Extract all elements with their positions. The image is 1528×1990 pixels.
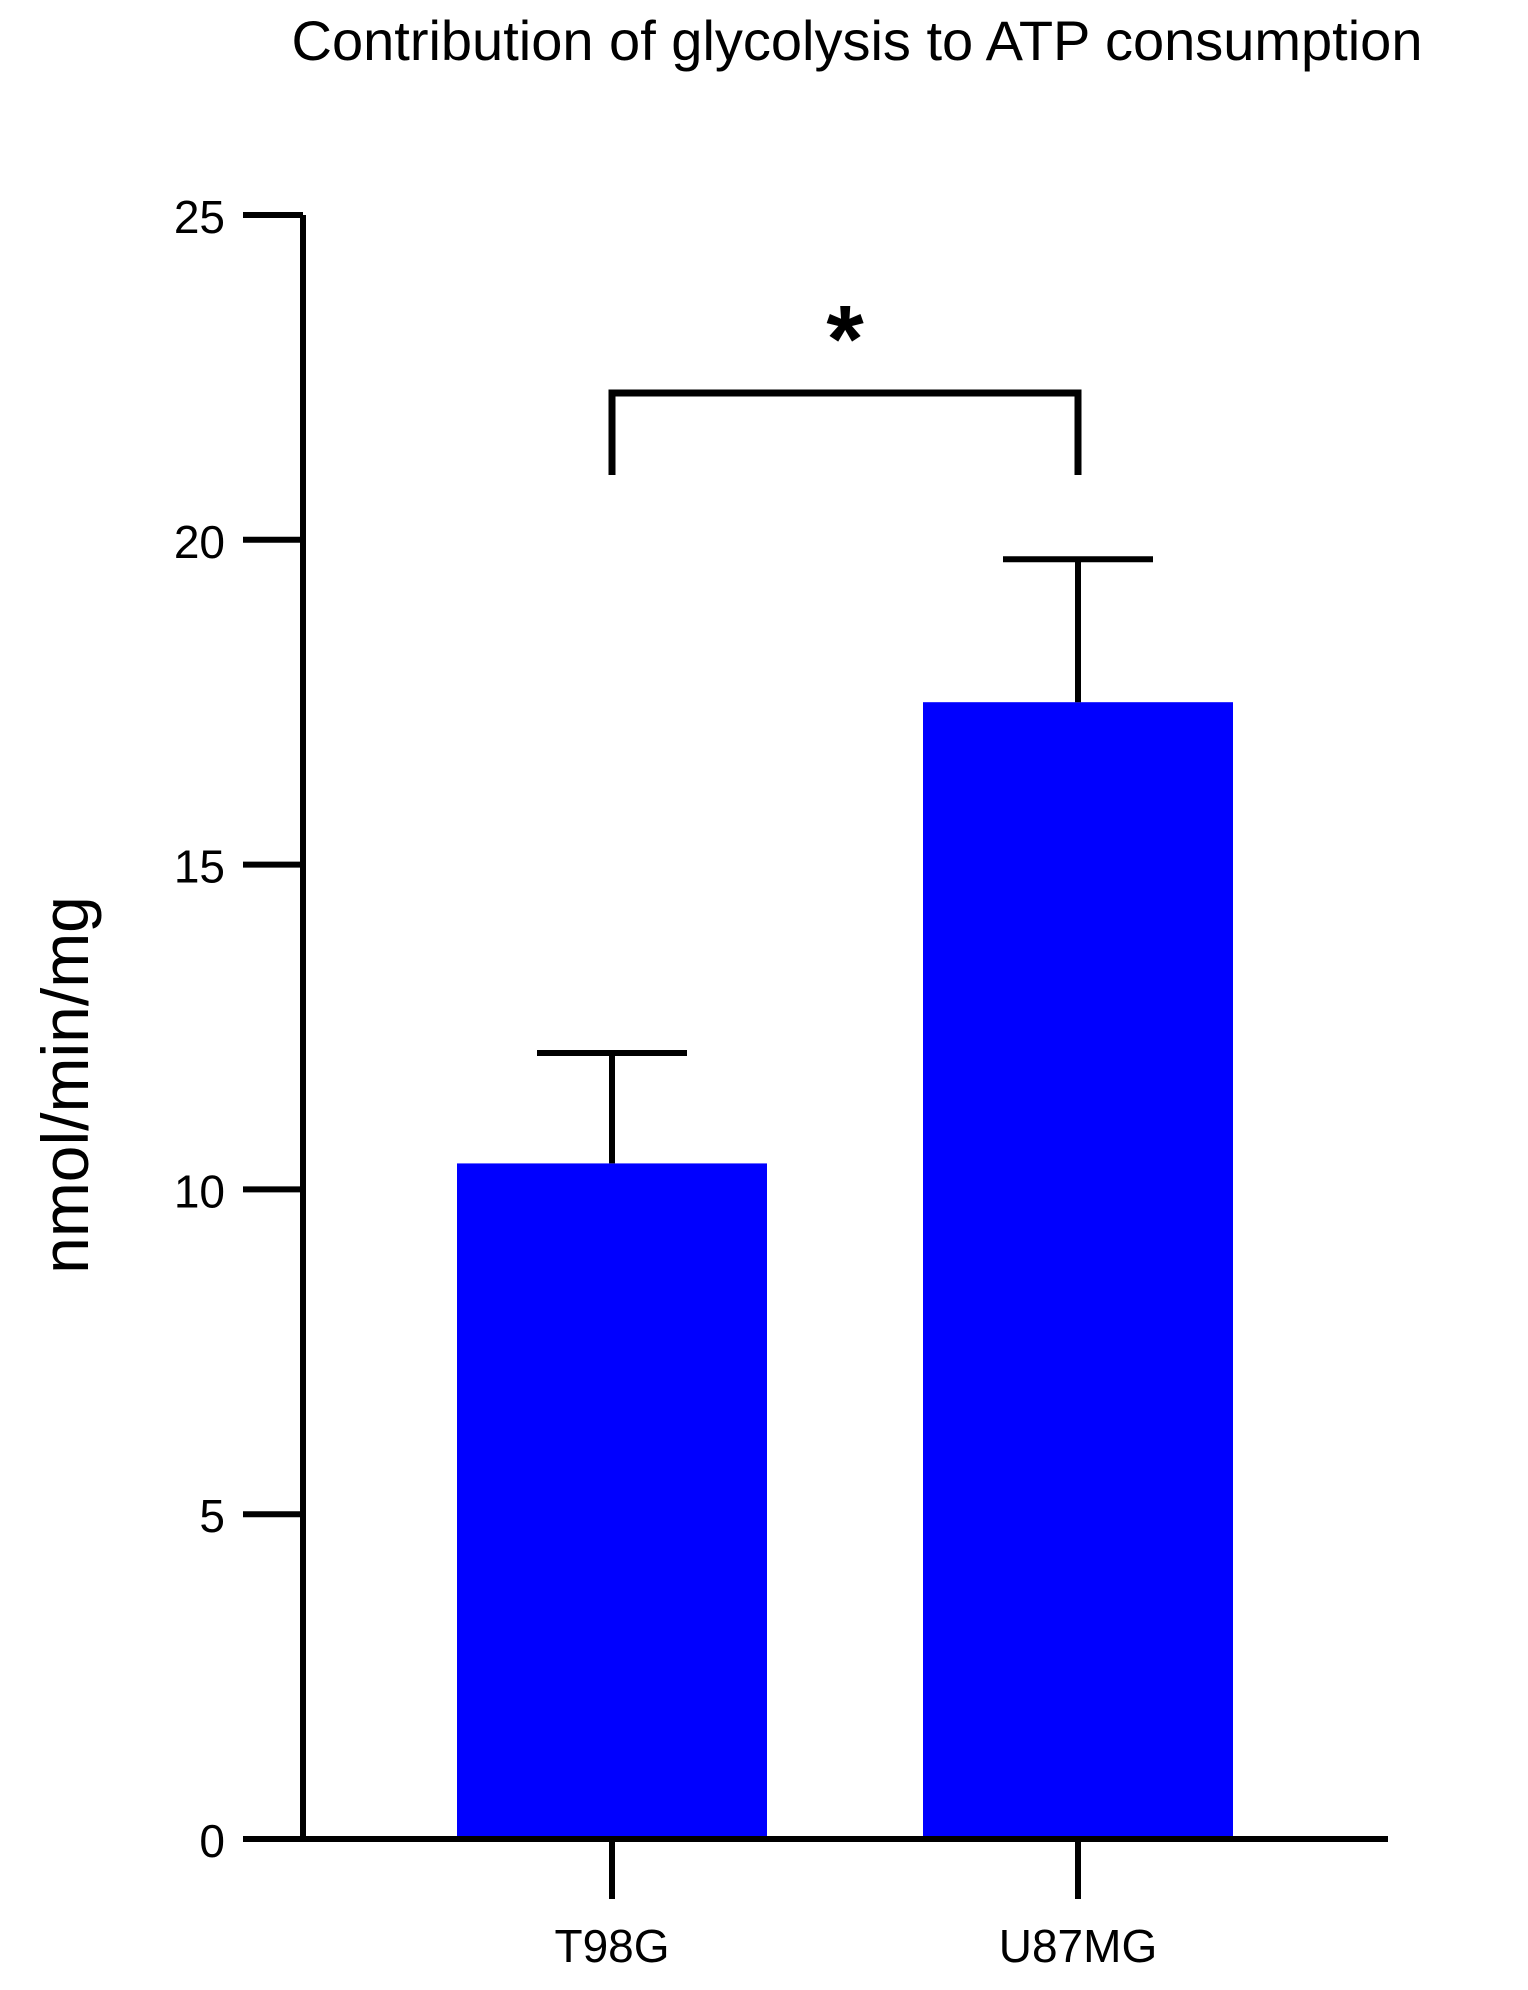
significance-label: * — [826, 286, 864, 393]
y-tick-label-20: 20 — [174, 516, 225, 568]
x-tick-label-t98g: T98G — [554, 1920, 669, 1972]
y-axis-label: nmol/min/mg — [28, 896, 102, 1274]
x-tick-label-u87mg: U87MG — [999, 1920, 1157, 1972]
plot-area: 0 5 10 15 20 25 T98G U87MG * — [174, 191, 1388, 1972]
chart-title: Contribution of glycolysis to ATP consum… — [292, 9, 1423, 72]
bar-t98g — [457, 1163, 767, 1839]
bar-u87mg — [923, 702, 1233, 1840]
y-tick-label-10: 10 — [174, 1165, 225, 1217]
significance-bracket — [608, 389, 1082, 475]
y-tick-label-15: 15 — [174, 841, 225, 893]
y-tick-label-5: 5 — [199, 1490, 225, 1542]
y-tick-label-25: 25 — [174, 191, 225, 243]
y-tick-label-0: 0 — [199, 1815, 225, 1867]
